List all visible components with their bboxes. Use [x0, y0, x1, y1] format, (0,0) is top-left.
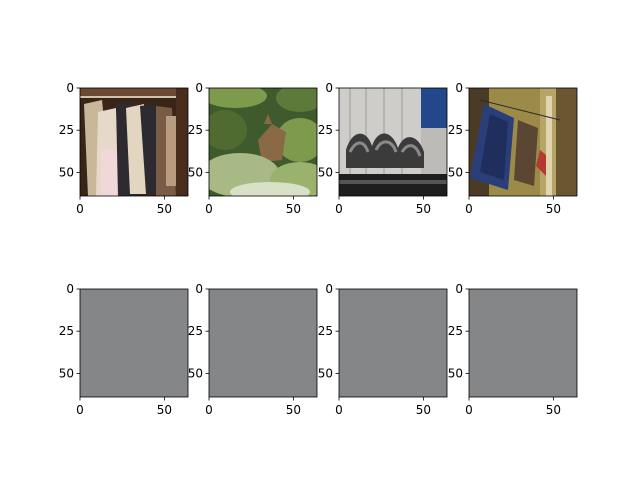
- y-tick-label: 25: [59, 324, 74, 338]
- y-tick-label: 50: [318, 165, 333, 179]
- axes-frame: [468, 288, 578, 398]
- axes-layer: 0 50 0 25 50 0 50 0 25 50 0 50 0 25 50 0 50 0 25 50 0 50 0 25 50…: [59, 81, 578, 417]
- axes-frame: [79, 87, 189, 197]
- y-tick-label: 25: [448, 324, 463, 338]
- y-tick-label: 50: [59, 165, 74, 179]
- x-tick-label: 50: [157, 403, 172, 417]
- x-tick-label: 0: [465, 202, 473, 216]
- panel-0-axes: 0 50 0 25 50: [59, 81, 189, 216]
- y-tick-label: 25: [188, 324, 203, 338]
- y-tick-label: 0: [66, 282, 74, 296]
- panel-4-axes: 0 50 0 25 50: [59, 282, 189, 417]
- panel-3-image: [469, 88, 577, 196]
- x-tick-label: 50: [286, 403, 301, 417]
- y-tick-label: 25: [59, 123, 74, 137]
- panel-7-axes: 0 50 0 25 50: [448, 282, 578, 417]
- panel-0-image: [80, 88, 188, 196]
- panel-3-axes: 0 50 0 25 50: [448, 81, 578, 216]
- panel-6-image: [339, 289, 447, 397]
- x-tick-label: 50: [286, 202, 301, 216]
- y-tick-label: 0: [325, 282, 333, 296]
- panel-1-image: [209, 88, 317, 196]
- panel-2-image: [339, 88, 447, 196]
- y-tick-label: 25: [448, 123, 463, 137]
- y-tick-label: 0: [455, 81, 463, 95]
- x-tick-label: 0: [205, 403, 213, 417]
- x-tick-label: 0: [335, 202, 343, 216]
- axes-frame: [79, 288, 189, 398]
- axes-frame: [338, 87, 448, 197]
- axes-frame: [338, 288, 448, 398]
- x-tick-label: 0: [76, 403, 84, 417]
- axes-frame: [208, 288, 318, 398]
- x-tick-label: 0: [335, 403, 343, 417]
- panel-2-axes: 0 50 0 25 50: [318, 81, 448, 216]
- x-tick-label: 0: [76, 202, 84, 216]
- y-tick-label: 0: [66, 81, 74, 95]
- panel-6-axes: 0 50 0 25 50: [318, 282, 448, 417]
- x-tick-label: 50: [546, 403, 561, 417]
- y-tick-label: 25: [318, 324, 333, 338]
- y-tick-label: 50: [59, 366, 74, 380]
- panel-5-image: [209, 289, 317, 397]
- y-tick-label: 25: [318, 123, 333, 137]
- y-tick-label: 0: [195, 81, 203, 95]
- x-tick-label: 50: [416, 202, 431, 216]
- y-tick-label: 50: [448, 165, 463, 179]
- y-tick-label: 50: [188, 165, 203, 179]
- y-tick-label: 0: [195, 282, 203, 296]
- panel-1-axes: 0 50 0 25 50: [188, 81, 318, 216]
- y-tick-label: 50: [448, 366, 463, 380]
- panel-4-image: [80, 289, 188, 397]
- axes-frame: [208, 87, 318, 197]
- x-tick-label: 0: [205, 202, 213, 216]
- x-tick-label: 50: [546, 202, 561, 216]
- x-tick-label: 50: [416, 403, 431, 417]
- y-tick-label: 0: [455, 282, 463, 296]
- y-tick-label: 50: [318, 366, 333, 380]
- y-tick-label: 0: [325, 81, 333, 95]
- panel-7-image: [469, 289, 577, 397]
- y-tick-label: 50: [188, 366, 203, 380]
- axes-frame: [468, 87, 578, 197]
- x-tick-label: 0: [465, 403, 473, 417]
- panel-5-axes: 0 50 0 25 50: [188, 282, 318, 417]
- x-tick-label: 50: [157, 202, 172, 216]
- y-tick-label: 25: [188, 123, 203, 137]
